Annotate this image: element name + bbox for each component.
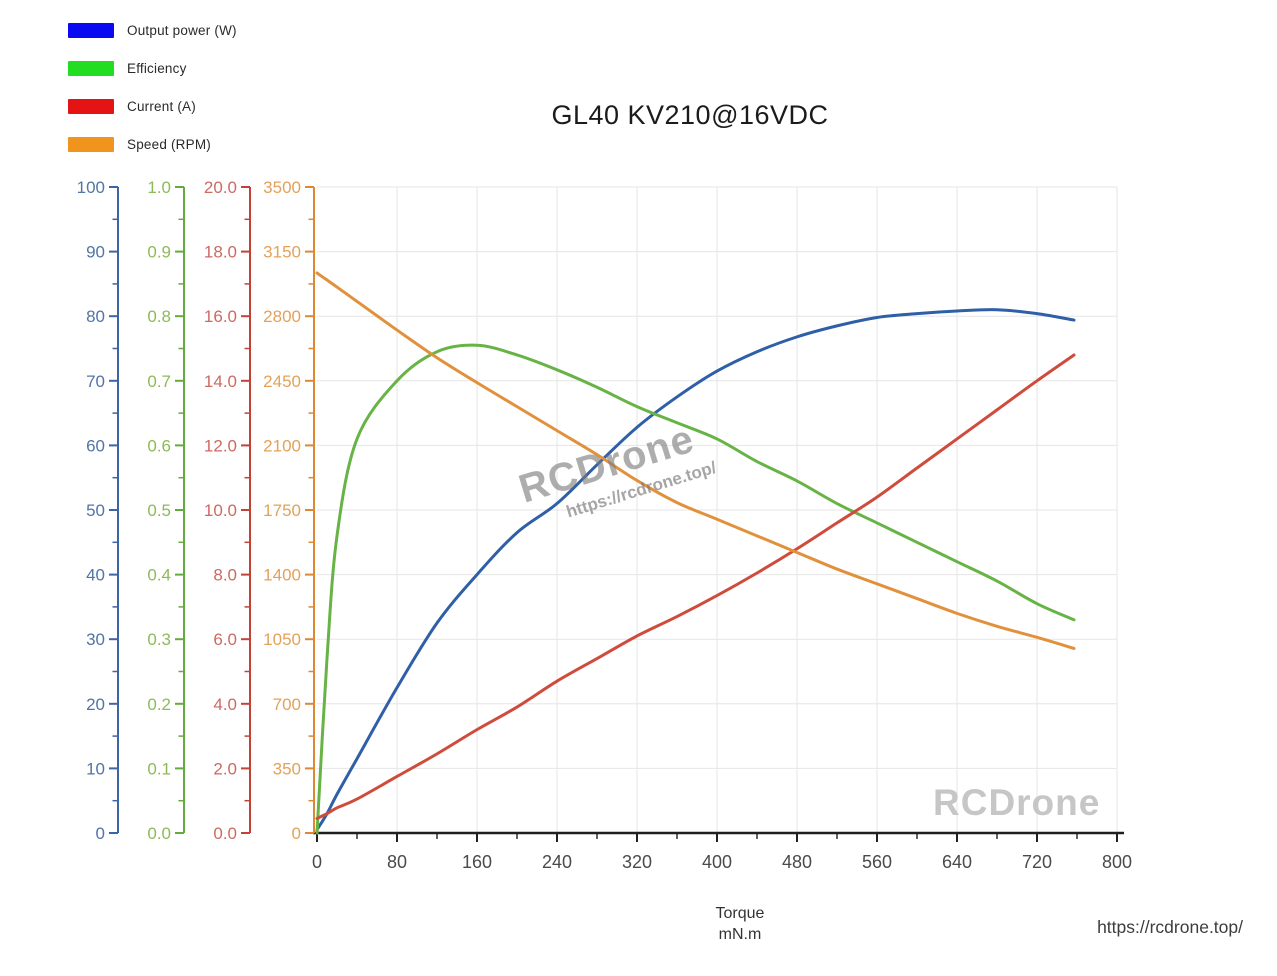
current-swatch bbox=[68, 98, 114, 114]
y-tick-label-speed: 0 bbox=[292, 824, 301, 843]
y-tick-label-current: 12.0 bbox=[204, 436, 237, 455]
y-tick-label-efficiency: 0.1 bbox=[147, 759, 171, 778]
legend-item: Output power (W) bbox=[68, 22, 237, 38]
y-tick-label-power: 80 bbox=[86, 307, 105, 326]
curve-output-power-w bbox=[315, 308, 1076, 832]
y-tick-label-current: 10.0 bbox=[204, 501, 237, 520]
y-tick-label-current: 16.0 bbox=[204, 307, 237, 326]
legend-item: Efficiency bbox=[68, 60, 237, 76]
y-tick-label-power: 50 bbox=[86, 501, 105, 520]
footer-url-link[interactable]: https://rcdrone.top/ bbox=[1097, 917, 1243, 937]
y-tick-label-speed: 3150 bbox=[263, 243, 301, 262]
x-tick-label: 480 bbox=[782, 852, 812, 872]
x-tick-label: 80 bbox=[387, 852, 407, 872]
y-tick-label-speed: 2100 bbox=[263, 436, 301, 455]
y-tick-label-speed: 2800 bbox=[263, 307, 301, 326]
y-axis-efficiency: 0.0 0.1 0.2 0.3 0.4 0.5 0.6 0.7 0.8 0.9 1.0 bbox=[147, 178, 185, 843]
y-tick-label-efficiency: 0.0 bbox=[147, 824, 171, 843]
y-tick-label-efficiency: 0.3 bbox=[147, 630, 171, 649]
y-tick-label-power: 10 bbox=[86, 759, 105, 778]
y-tick-label-power: 90 bbox=[86, 243, 105, 262]
y-tick-label-speed: 2450 bbox=[263, 372, 301, 391]
y-tick-label-efficiency: 0.9 bbox=[147, 243, 171, 262]
y-tick-label-current: 2.0 bbox=[213, 759, 237, 778]
y-tick-label-current: 14.0 bbox=[204, 372, 237, 391]
legend-label: Output power (W) bbox=[127, 22, 237, 38]
x-tick-label: 640 bbox=[942, 852, 972, 872]
x-axis-title-line2: mN.m bbox=[718, 926, 762, 943]
y-tick-label-efficiency: 0.2 bbox=[147, 695, 171, 714]
y-tick-label-efficiency: 0.7 bbox=[147, 372, 171, 391]
x-tick-label: 560 bbox=[862, 852, 892, 872]
y-tick-label-current: 8.0 bbox=[213, 566, 237, 585]
y-tick-label-speed: 1050 bbox=[263, 630, 301, 649]
x-axis-title: Torque mN.m bbox=[640, 903, 840, 945]
y-tick-label-current: 6.0 bbox=[213, 630, 237, 649]
y-axis-power: 0 10 20 30 40 50 60 70 80 90 100 bbox=[77, 178, 119, 843]
y-tick-label-speed: 350 bbox=[273, 759, 301, 778]
gridlines bbox=[317, 186, 1118, 833]
x-tick-label: 400 bbox=[702, 852, 732, 872]
curve-speed-rpm bbox=[315, 271, 1076, 650]
x-axis-title-line1: Torque bbox=[715, 905, 765, 922]
curve-efficiency bbox=[315, 343, 1076, 835]
y-tick-label-current: 18.0 bbox=[204, 243, 237, 262]
y-axis-speed: 0 350 700 1050 1400 1750 2100 2450 2800 3150 3500 bbox=[263, 178, 315, 843]
x-tick-label: 320 bbox=[622, 852, 652, 872]
efficiency-swatch bbox=[68, 60, 114, 76]
x-tick-label: 0 bbox=[312, 852, 322, 872]
x-axis: 0 80 160 240 320 400 480 560 640 720 800 bbox=[312, 831, 1132, 872]
y-tick-label-efficiency: 0.8 bbox=[147, 307, 171, 326]
curve-current-a bbox=[315, 353, 1076, 820]
y-tick-label-speed: 1750 bbox=[263, 501, 301, 520]
x-tick-label: 800 bbox=[1102, 852, 1132, 872]
y-tick-label-current: 0.0 bbox=[213, 824, 237, 843]
y-tick-label-current: 20.0 bbox=[204, 178, 237, 197]
y-tick-label-speed: 700 bbox=[273, 695, 301, 714]
legend-label: Current (A) bbox=[127, 98, 196, 114]
legend-label: Efficiency bbox=[127, 60, 187, 76]
x-tick-label: 720 bbox=[1022, 852, 1052, 872]
y-tick-label-power: 40 bbox=[86, 566, 105, 585]
legend-item: Speed (RPM) bbox=[68, 136, 237, 152]
y-tick-label-efficiency: 1.0 bbox=[147, 178, 171, 197]
y-tick-label-speed: 1400 bbox=[263, 566, 301, 585]
y-tick-label-power: 70 bbox=[86, 372, 105, 391]
y-tick-label-power: 0 bbox=[96, 824, 105, 843]
y-tick-label-efficiency: 0.4 bbox=[147, 566, 171, 585]
x-tick-label: 240 bbox=[542, 852, 572, 872]
y-tick-label-power: 30 bbox=[86, 630, 105, 649]
legend: Output power (W) Efficiency Current (A) … bbox=[68, 22, 237, 152]
legend-item: Current (A) bbox=[68, 98, 237, 114]
y-tick-label-power: 60 bbox=[86, 436, 105, 455]
y-tick-label-efficiency: 0.5 bbox=[147, 501, 171, 520]
y-tick-label-power: 20 bbox=[86, 695, 105, 714]
y-tick-label-power: 100 bbox=[77, 178, 105, 197]
y-tick-label-efficiency: 0.6 bbox=[147, 436, 171, 455]
speed-swatch bbox=[68, 136, 114, 152]
y-axis-current: 0.0 2.0 4.0 6.0 8.0 10.0 12.0 14.0 16.0 18.0 20.0 bbox=[204, 178, 251, 843]
y-tick-label-speed: 3500 bbox=[263, 178, 301, 197]
x-tick-label: 160 bbox=[462, 852, 492, 872]
output-power-swatch bbox=[68, 22, 114, 38]
chart-title: GL40 KV210@16VDC bbox=[551, 100, 829, 130]
y-tick-label-current: 4.0 bbox=[213, 695, 237, 714]
legend-label: Speed (RPM) bbox=[127, 136, 211, 152]
